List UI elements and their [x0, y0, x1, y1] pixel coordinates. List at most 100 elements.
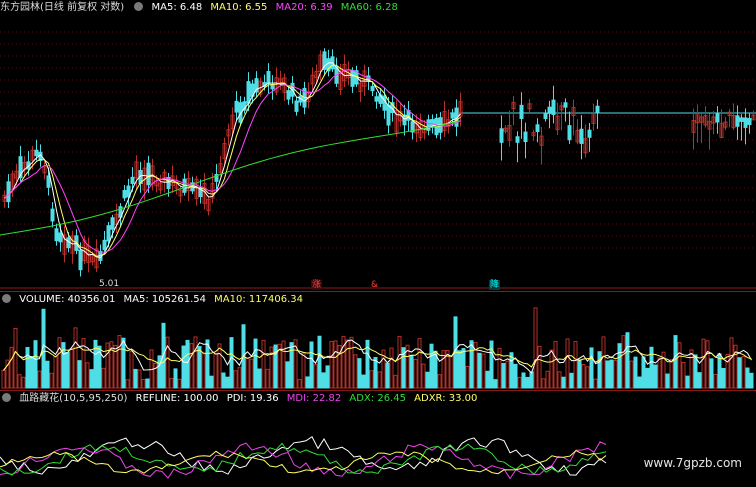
volume-bar-down [529, 371, 534, 389]
candle-down [595, 105, 600, 114]
volume-bar-down [653, 364, 658, 389]
candle-up [723, 121, 728, 128]
candle-up [394, 109, 399, 133]
volume-bar-down [717, 353, 722, 389]
volume-bar-up [237, 367, 242, 389]
volume-ma10-line [3, 346, 752, 371]
candle-down [50, 208, 55, 222]
volume-bar-down [493, 379, 498, 389]
candle-down [587, 129, 592, 138]
ma10-label: MA10: 6.55 [210, 2, 268, 13]
volume-bar-up [689, 349, 694, 389]
adx-label: ADX: 26.45 [349, 393, 406, 404]
volume-bar-down [665, 373, 670, 389]
candle-down [286, 90, 291, 100]
volume-bar-down [461, 348, 466, 389]
volume-bar-up [261, 339, 266, 389]
volume-bar-down [361, 374, 366, 389]
volume-bar-down [185, 339, 190, 389]
candle-up [575, 130, 580, 143]
candle-down [122, 189, 127, 199]
volume-bar-up [629, 360, 634, 389]
panel-toggle-icon[interactable] [2, 393, 11, 402]
candle-down [515, 136, 520, 143]
volume-bar-up [265, 368, 270, 389]
volume-bar-down [609, 359, 614, 389]
volume-bar-down [25, 346, 30, 389]
indicator-chart[interactable] [0, 391, 756, 487]
watermark: www.7gpzb.com [643, 456, 742, 470]
volume-bar-up [85, 362, 90, 389]
volume-chart[interactable] [0, 292, 756, 390]
volume-bar-down [365, 339, 370, 389]
candle-up [178, 189, 183, 197]
candle-up [226, 129, 231, 137]
volume-bar-up [101, 367, 106, 389]
volume-bar-up [405, 344, 410, 389]
candle-down [547, 106, 552, 114]
price-panel[interactable]: 东方园林(日线 前复权 对数) MA5: 6.48 MA10: 6.55 MA2… [0, 0, 756, 291]
volume-bar-down [33, 340, 38, 389]
volume-bar-up [137, 369, 142, 389]
volume-bar-down [181, 345, 186, 389]
candle-up [114, 213, 119, 225]
volume-panel[interactable]: VOLUME: 40356.01 MA5: 105261.54 MA10: 11… [0, 292, 756, 390]
adxr-line [0, 449, 607, 475]
candle-down [102, 239, 107, 251]
volume-bar-down [429, 343, 434, 389]
volume-bar-up [573, 341, 578, 389]
volume-bar-up [533, 307, 538, 389]
volume-bar-down [457, 350, 462, 389]
signal-marker-up: 涨 [311, 280, 323, 290]
candle-down [214, 174, 219, 182]
candle-down [374, 96, 379, 102]
volume-bar-up [741, 356, 746, 389]
candle-down [110, 217, 115, 230]
panel-toggle-icon[interactable] [134, 2, 144, 11]
candle-down [58, 232, 63, 243]
candle-down [743, 117, 748, 128]
volume-bar-down [737, 357, 742, 389]
candle-up [503, 127, 508, 132]
volume-bar-down [641, 356, 646, 389]
volume-bar-down [317, 335, 322, 389]
panel-divider [0, 390, 756, 391]
candle-up [442, 111, 447, 132]
candle-up [458, 101, 463, 117]
candle-down [130, 176, 135, 184]
candle-down [294, 100, 299, 112]
candle-down [563, 102, 568, 108]
volume-bar-up [549, 349, 554, 389]
candle-down [410, 121, 415, 133]
volume-bar-down [645, 367, 650, 389]
volume-bar-up [37, 370, 42, 389]
volume-bar-up [437, 374, 442, 389]
volume-bar-down [617, 343, 622, 389]
stock-title: 东方园林(日线 前复权 对数) [0, 2, 125, 13]
candlestick-chart[interactable] [0, 0, 756, 291]
volume-bar-up [217, 343, 222, 389]
volume-bar-up [141, 378, 146, 389]
candle-down [46, 175, 51, 188]
volume-bar-up [729, 337, 734, 389]
candle-up [695, 113, 700, 124]
volume-bar-down [401, 347, 406, 389]
panel-toggle-icon[interactable] [2, 294, 11, 303]
candle-down [567, 125, 572, 141]
adx-line [0, 442, 607, 476]
volume-bar-down [133, 368, 138, 389]
candle-down [523, 131, 528, 143]
volume-bar-down [45, 360, 50, 389]
volume-bar-down [749, 372, 754, 389]
volume-ma5-line [3, 339, 752, 374]
volume-bar-down [513, 363, 518, 389]
candle-up [711, 116, 716, 124]
volume-bar-up [505, 360, 510, 389]
candle-down [166, 177, 171, 190]
indicator-panel[interactable]: 血路藏花(10,5,95,250) REFLINE: 100.00 PDI: 1… [0, 391, 756, 487]
volume-bar-down [485, 370, 490, 389]
volume-bar-up [445, 350, 450, 389]
volume-bar-up [1, 369, 6, 389]
volume-bar-down [273, 344, 278, 389]
candle-down [551, 99, 556, 115]
